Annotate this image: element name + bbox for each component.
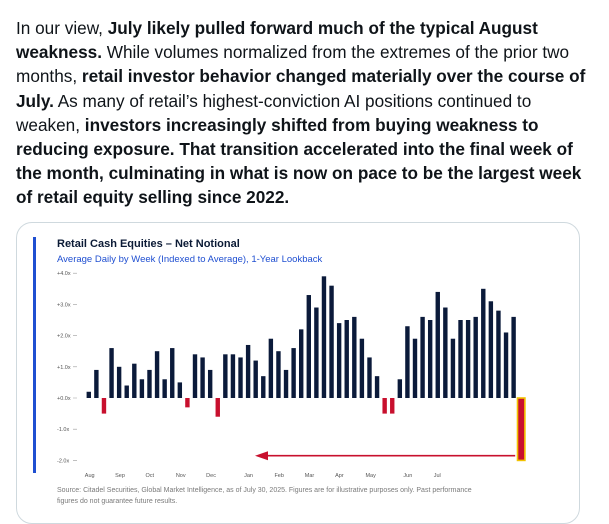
bar-positive xyxy=(427,320,433,398)
bar-positive xyxy=(352,316,357,398)
bar-positive xyxy=(268,338,274,398)
chart-subtitle: Average Daily by Week (Indexed to Averag… xyxy=(57,254,323,265)
bar-positive xyxy=(465,320,471,398)
y-tick-label: +1.0x xyxy=(57,365,71,371)
x-tick-label: Aug xyxy=(85,473,95,479)
bar-positive xyxy=(511,316,516,398)
bar-positive xyxy=(192,354,198,398)
bar-positive xyxy=(359,338,365,398)
bar-positive xyxy=(207,369,213,398)
net-notional-chart: Retail Cash Equities – Net Notional Aver… xyxy=(33,237,526,505)
y-tick-label: +0.0x xyxy=(57,396,71,402)
bar-positive xyxy=(458,320,463,398)
bar-positive xyxy=(329,285,334,398)
chart-image-card[interactable]: Retail Cash Equities – Net Notional Aver… xyxy=(16,222,580,524)
bar-positive xyxy=(200,357,205,398)
sell-arrow-annotation xyxy=(255,451,516,461)
tweet-text-segment: As many of retail’s highest-conviction A… xyxy=(16,90,532,135)
bar-positive xyxy=(154,351,160,398)
x-tick-label: Mar xyxy=(305,473,315,479)
tweet-bold-segment: July likely pulled forward much of the t… xyxy=(16,18,538,63)
chart-source-line-1: Source: Citadel Securities, Global Marke… xyxy=(57,487,472,494)
bar-positive xyxy=(344,320,349,398)
y-tick-label: -2.0x xyxy=(57,458,69,464)
x-tick-label: Nov xyxy=(176,473,186,479)
tweet-text-segment: While volumes normalized from the extrem… xyxy=(16,42,570,87)
x-tick-label: May xyxy=(365,473,376,479)
bar-positive xyxy=(321,276,327,398)
x-tick-label: Sep xyxy=(115,473,125,479)
x-tick-label: Oct xyxy=(145,473,154,479)
bar-positive xyxy=(109,348,114,398)
x-tick-label: Dec xyxy=(206,473,216,479)
bar-positive xyxy=(374,376,380,398)
bar-positive xyxy=(412,338,418,398)
x-axis: Aug Sep Oct Nov Dec Jan Feb Mar Apr May Jun Jul xyxy=(85,473,441,479)
tweet-text: In our view, July likely pulled forward … xyxy=(16,16,596,210)
bar-positive xyxy=(443,307,448,398)
chart-accent-bar xyxy=(33,237,36,473)
bar-positive xyxy=(420,316,425,398)
bar-positive xyxy=(367,357,372,398)
bar-positive xyxy=(223,354,228,398)
bar-positive xyxy=(116,366,122,398)
y-tick-label: +3.0x xyxy=(57,302,71,308)
bar-positive xyxy=(488,301,494,398)
tweet-bold-segment: retail investor behavior changed materia… xyxy=(16,66,586,111)
bar-highlight-final-week xyxy=(516,397,526,462)
x-tick-label: Apr xyxy=(335,473,344,479)
tweet-text-segment: In our view, xyxy=(16,18,108,38)
x-tick-label: Jan xyxy=(244,473,253,479)
bar-positive xyxy=(245,344,251,398)
bar-positive xyxy=(314,307,319,398)
bar-positive xyxy=(435,291,440,398)
bar-positive xyxy=(283,369,289,398)
tweet-bold-segment: investors increasingly shifted from buyi… xyxy=(16,114,582,208)
x-tick-label: Jun xyxy=(403,473,412,479)
chart-source-line-2: figures do not guarantee future results. xyxy=(57,498,177,505)
bar-negative xyxy=(215,398,220,417)
bar-negative xyxy=(382,398,387,414)
bar-positive xyxy=(291,348,296,398)
bar-positive xyxy=(276,351,281,398)
arrow-head xyxy=(255,451,268,461)
x-tick-label: Feb xyxy=(274,473,283,479)
x-tick-label: Jul xyxy=(434,473,441,479)
bar-positive xyxy=(139,379,145,398)
bar-positive xyxy=(481,288,486,398)
bar-positive xyxy=(147,369,152,398)
y-axis: +4.0x +3.0x +2.0x +1.0x +0.0x -1.0x -2.0x xyxy=(57,271,77,464)
y-tick-label: +2.0x xyxy=(57,334,71,340)
bar-positive xyxy=(177,382,183,398)
bar-positive xyxy=(238,357,243,398)
bar-positive xyxy=(94,369,99,398)
bar-positive xyxy=(170,348,175,398)
bar-positive xyxy=(86,391,91,398)
bar-positive xyxy=(253,360,258,398)
bar-positive xyxy=(162,379,167,398)
bar-positive xyxy=(503,332,509,398)
bar-positive xyxy=(230,354,236,398)
y-tick-label: +4.0x xyxy=(57,271,71,277)
y-tick-label: -1.0x xyxy=(57,427,69,433)
bar-positive xyxy=(450,338,456,398)
bar-positive xyxy=(261,376,266,398)
bar-positive xyxy=(132,363,137,398)
bar-negative xyxy=(390,398,395,414)
bar-negative xyxy=(185,398,190,408)
bar-positive xyxy=(299,329,304,398)
bar-positive xyxy=(496,310,501,398)
chart-title: Retail Cash Equities – Net Notional xyxy=(57,238,240,250)
bar-positive xyxy=(336,323,342,398)
bar-positive xyxy=(124,385,129,398)
bar-positive xyxy=(405,326,410,398)
bar-positive xyxy=(473,316,478,398)
bar-negative xyxy=(101,398,107,414)
bar-series xyxy=(86,276,526,462)
bar-positive xyxy=(397,379,403,398)
bar-positive xyxy=(306,295,311,398)
